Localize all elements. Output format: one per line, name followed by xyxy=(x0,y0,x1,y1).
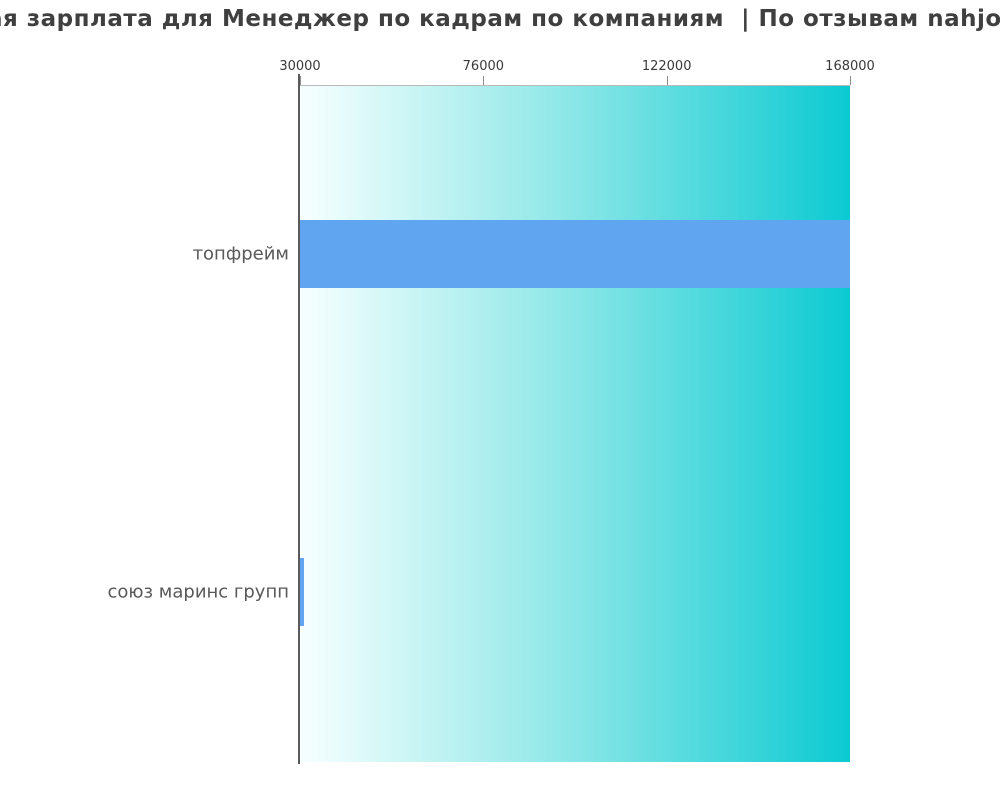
category-label: топфрейм xyxy=(192,243,289,265)
x-tick-mark xyxy=(850,76,851,85)
x-tick-label: 30000 xyxy=(279,59,321,74)
y-axis-line xyxy=(298,74,300,764)
plot-area xyxy=(300,85,850,762)
x-tick-label: 168000 xyxy=(825,59,875,74)
chart-title: ая зарплата для Менеджер по кадрам по ко… xyxy=(0,6,1000,32)
x-tick-mark xyxy=(483,76,485,85)
x-tick-label: 122000 xyxy=(641,59,692,74)
bar-2 xyxy=(300,558,304,626)
x-tick-label: 76000 xyxy=(462,59,505,74)
x-tick-mark xyxy=(300,76,301,85)
bar-1 xyxy=(300,220,850,288)
title-container: ая зарплата для Менеджер по кадрам по ко… xyxy=(0,0,1000,48)
x-tick-mark xyxy=(666,76,668,85)
category-label: союз маринс групп xyxy=(107,581,289,603)
